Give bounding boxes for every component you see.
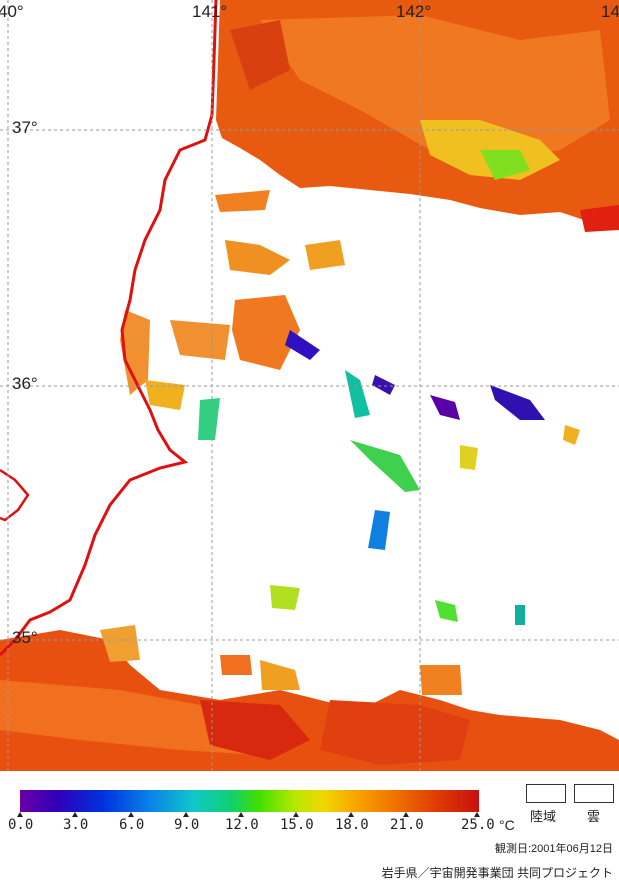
colorbar-label: 9.0 (174, 817, 200, 833)
lon-label-143: 14 (601, 2, 619, 21)
colorbar-label: 18.0 (335, 817, 369, 833)
credit-line: 岩手県／宇宙開発事業団 共同プロジェクト (381, 866, 613, 880)
colorbar-tick (348, 812, 354, 817)
lat-label-37: 37° (12, 118, 38, 137)
temperature-colorbar (20, 790, 479, 812)
sst-map (0, 0, 619, 771)
colorbar-label: 25.0 (461, 817, 495, 833)
warm-water-south (0, 205, 619, 771)
lon-label-141: 141° (192, 2, 228, 21)
colorbar-tick (72, 812, 78, 817)
lon-label-142: 142° (396, 2, 432, 21)
colorbar-tick (17, 812, 23, 817)
warm-water-north (216, 0, 619, 222)
sst-patches (120, 190, 580, 625)
colorbar-tick (293, 812, 299, 817)
colorbar-label: 0.0 (8, 817, 34, 833)
colorbar-tick (128, 812, 134, 817)
coastline (0, 0, 218, 657)
colorbar-tick (183, 812, 189, 817)
colorbar-tick (238, 812, 244, 817)
lat-label-36: 36° (12, 374, 38, 393)
colorbar-label: 6.0 (119, 817, 145, 833)
graticule (0, 0, 619, 771)
observation-date: 観測日:2001年06月12日 (495, 843, 613, 855)
colorbar-label: 15.0 (280, 817, 314, 833)
colorbar-label: 21.0 (390, 817, 424, 833)
colorbar-label: 3.0 (63, 817, 89, 833)
colorbar-tick (474, 812, 480, 817)
colorbar-tick (403, 812, 409, 817)
colorbar-unit: °C (499, 817, 515, 833)
lon-label-140: 40° (0, 2, 24, 21)
cloud-legend-label: 雲 (587, 809, 601, 824)
lat-label-35: 35° (12, 628, 38, 647)
inland-lake (0, 468, 30, 522)
cloud-legend-swatch (574, 784, 614, 803)
land-legend-label: 陸域 (530, 809, 557, 824)
colorbar-label: 12.0 (225, 817, 259, 833)
land-legend-swatch (526, 784, 566, 803)
